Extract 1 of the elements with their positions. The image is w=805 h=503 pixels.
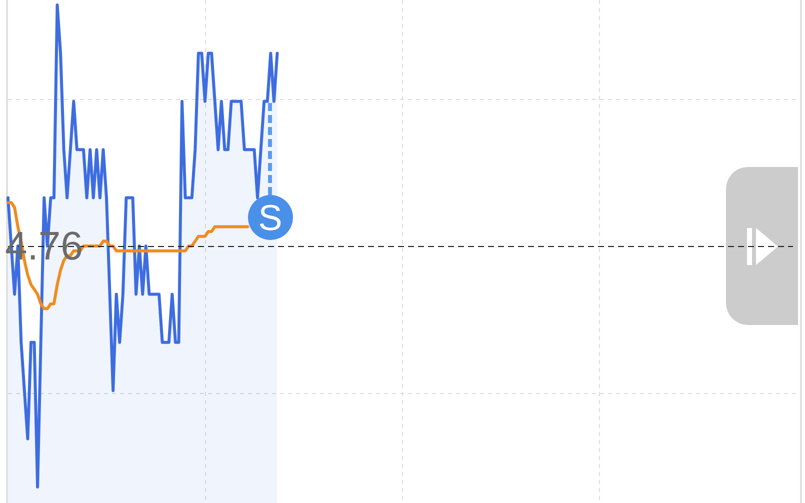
side-tab[interactable] (726, 167, 798, 325)
